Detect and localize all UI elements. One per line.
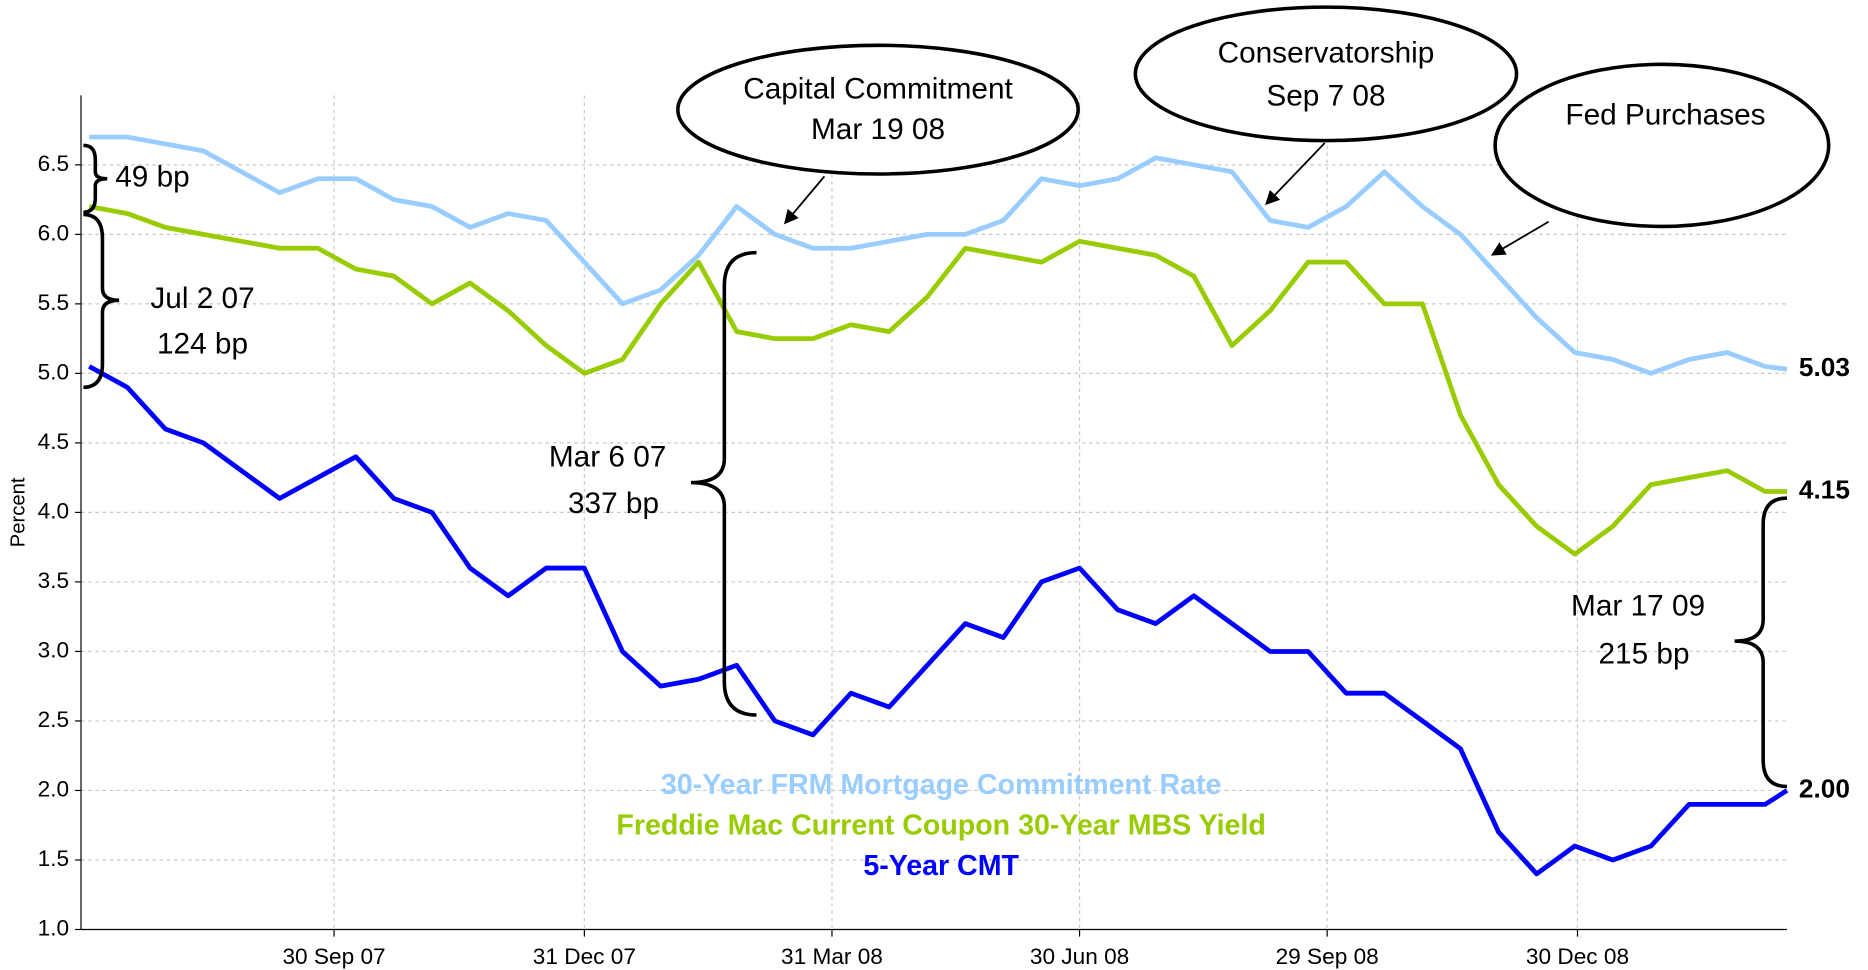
x-tick-label: 31 Dec 07: [533, 944, 636, 969]
brace: [690, 250, 757, 717]
y-axis-label: Percent: [7, 477, 29, 547]
callout-text: Capital Commitment: [743, 72, 1013, 105]
y-tick-label: 5.5: [38, 290, 69, 315]
y-tick-label: 5.0: [38, 359, 69, 384]
y-tick-label: 6.0: [38, 220, 69, 245]
x-tick-label: 31 Mar 08: [781, 944, 883, 969]
callout-text: Fed Purchases: [1565, 99, 1765, 132]
y-tick-label: 4.0: [38, 498, 69, 523]
arrow: [1490, 220, 1550, 256]
end-label: 4.15: [1799, 474, 1850, 504]
brace: [1734, 496, 1788, 789]
callout-shapes: [676, 5, 1831, 229]
series-line: [88, 204, 1787, 557]
spread-label: Mar 17 09: [1571, 590, 1705, 623]
y-tick-label: 2.5: [38, 707, 69, 732]
arrow: [1265, 142, 1326, 206]
legend-entry: Freddie Mac Current Coupon 30-Year MBS Y…: [616, 810, 1265, 842]
callout-text: Sep 7 08: [1266, 80, 1385, 113]
spread-label: Jul 2 07: [150, 282, 254, 315]
x-tick-label: 30 Jun 08: [1030, 944, 1129, 969]
spread-label: Mar 6 07: [549, 441, 666, 474]
legend-entry: 5-Year CMT: [863, 850, 1019, 882]
y-tick-label: 4.5: [38, 429, 69, 454]
callout-text: Mar 19 08: [811, 113, 945, 146]
spread-label: 49 bp: [115, 161, 189, 194]
callout-text: Conservatorship: [1218, 37, 1435, 70]
x-tick-label: 30 Dec 08: [1526, 944, 1629, 969]
series-line: [88, 364, 1789, 877]
callout-ellipse: [1133, 5, 1519, 143]
x-tick-label: 29 Sep 08: [1276, 944, 1379, 969]
callout-ellipse: [676, 43, 1080, 176]
callout-ellipse: [1493, 62, 1831, 229]
y-tick-label: 6.5: [38, 151, 69, 176]
spread-label: 124 bp: [157, 327, 248, 360]
brace: [83, 143, 108, 214]
x-tick-label: 30 Sep 07: [282, 944, 385, 969]
spread-label: 215 bp: [1599, 637, 1690, 670]
braces: [83, 143, 1788, 789]
legend-entry: 30-Year FRM Mortgage Commitment Rate: [661, 769, 1221, 801]
end-label: 2.00: [1799, 773, 1850, 803]
series-line: [89, 134, 1788, 376]
callout-arrows: [783, 142, 1550, 256]
y-tick-label: 3.5: [38, 568, 69, 593]
grid: [75, 95, 1787, 937]
end-label: 5.03: [1799, 352, 1850, 382]
y-tick-label: 1.0: [38, 915, 69, 940]
y-tick-label: 3.0: [38, 637, 69, 662]
arrow: [783, 175, 826, 225]
spread-label: 337 bp: [568, 487, 659, 520]
y-tick-label: 1.5: [38, 846, 69, 871]
y-tick-label: 2.0: [38, 776, 69, 801]
brace: [83, 212, 120, 390]
